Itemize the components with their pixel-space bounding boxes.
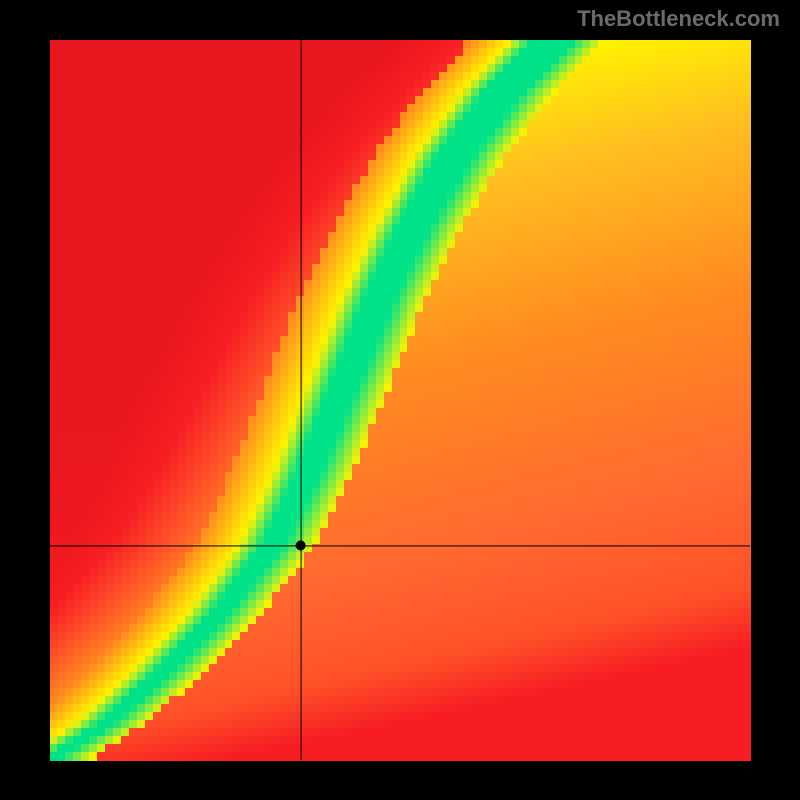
attribution-text: TheBottleneck.com	[577, 6, 780, 32]
heatmap-canvas	[0, 0, 800, 800]
chart-container: { "attribution": "TheBottleneck.com", "c…	[0, 0, 800, 800]
